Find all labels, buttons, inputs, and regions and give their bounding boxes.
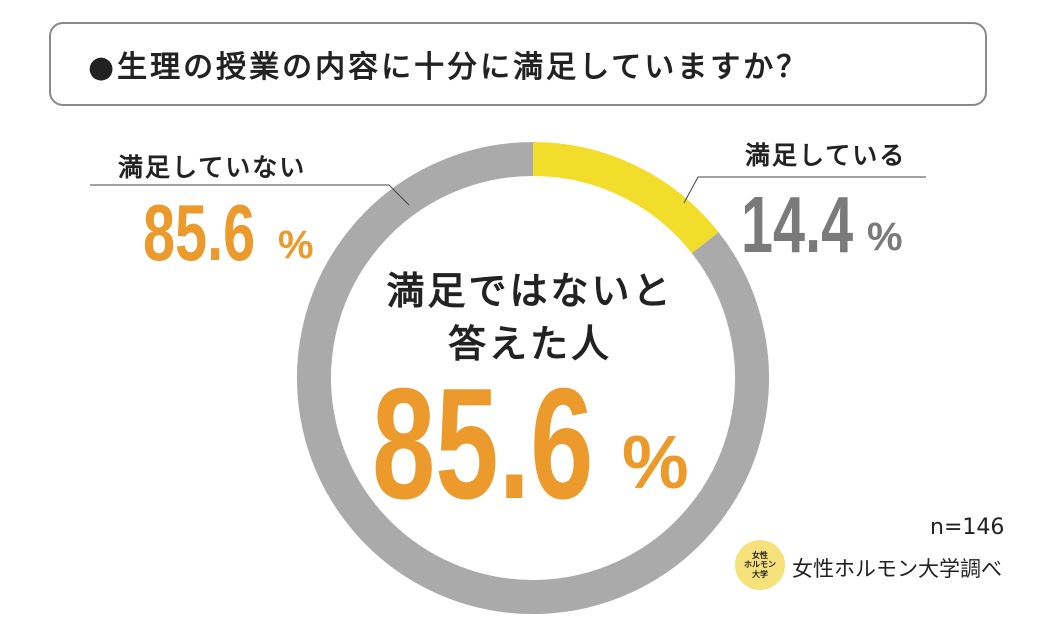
leader-line-satisfied <box>683 176 926 204</box>
value-not-satisfied: 85.6 % <box>143 188 314 277</box>
leader-line-not-satisfied <box>90 184 410 206</box>
center-line-2: 答えた人 <box>447 322 612 366</box>
donut-slice-satisfied <box>532 142 719 254</box>
source-logo-line-1: 女性 <box>752 551 768 561</box>
center-value-unit: % <box>622 420 689 504</box>
question-box <box>49 22 987 106</box>
value-satisfied-unit: % <box>867 215 903 259</box>
center-value-number: 85.6 <box>372 356 594 532</box>
source-logo-line-2: ホルモン <box>744 560 776 570</box>
sample-size: n=146 <box>930 515 1005 540</box>
donut-slice-not-satisfied <box>297 142 769 614</box>
label-satisfied: 満足している <box>745 141 907 170</box>
center-line-1: 満足ではないと <box>386 269 674 313</box>
value-not-satisfied-number: 85.6 <box>143 188 256 277</box>
value-satisfied-number: 14.4 <box>741 180 854 269</box>
source-text: 女性ホルモン大学調べ <box>792 557 1002 581</box>
center-value: 85.6 % <box>372 356 689 532</box>
label-not-satisfied: 満足していない <box>118 153 307 182</box>
source-logo: 女性 ホルモン 大学 <box>735 540 785 590</box>
value-not-satisfied-unit: % <box>278 223 314 267</box>
source-logo-line-3: 大学 <box>752 569 768 579</box>
value-satisfied: 14.4 % <box>741 180 903 269</box>
chart-title: ●生理の授業の内容に十分に満足していますか？ <box>88 50 810 85</box>
